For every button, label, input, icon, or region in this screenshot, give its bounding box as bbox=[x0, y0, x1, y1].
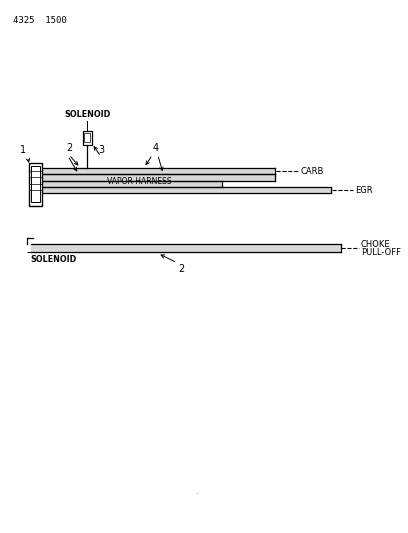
Text: 3: 3 bbox=[98, 145, 104, 155]
Text: EGR: EGR bbox=[355, 185, 373, 195]
Text: 2: 2 bbox=[67, 142, 73, 152]
Text: 2: 2 bbox=[178, 264, 184, 274]
Bar bbox=[84, 133, 91, 142]
Text: CARB: CARB bbox=[300, 166, 324, 175]
Text: CHOKE: CHOKE bbox=[361, 240, 390, 249]
Text: SOLENOID: SOLENOID bbox=[64, 110, 111, 118]
Text: SOLENOID: SOLENOID bbox=[31, 255, 77, 264]
Bar bbox=[29, 163, 42, 206]
Bar bbox=[31, 166, 40, 203]
Text: 4: 4 bbox=[153, 142, 159, 152]
Bar bbox=[82, 131, 92, 144]
Text: VAPOR HARNESS: VAPOR HARNESS bbox=[107, 176, 171, 185]
Text: .: . bbox=[195, 487, 198, 496]
Text: 1: 1 bbox=[20, 145, 26, 155]
Text: 4325  1500: 4325 1500 bbox=[13, 16, 67, 25]
Text: PULL-OFF: PULL-OFF bbox=[361, 248, 401, 257]
